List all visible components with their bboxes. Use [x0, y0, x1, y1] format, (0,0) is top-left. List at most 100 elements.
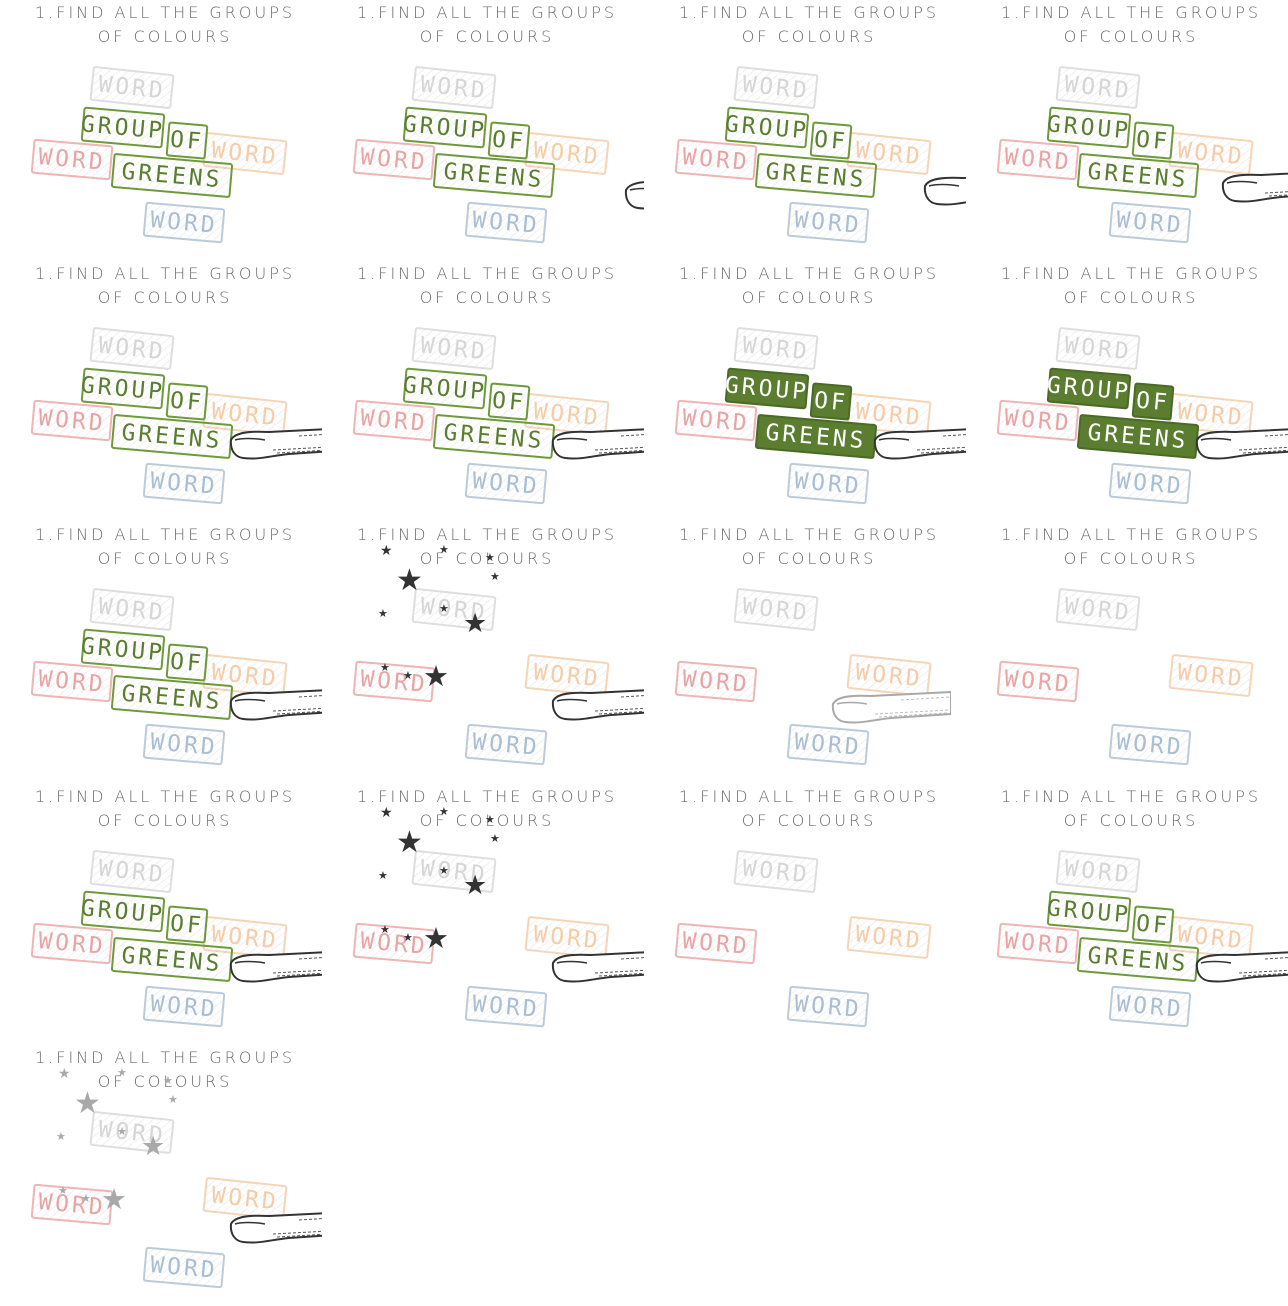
word-tile-blue[interactable]: WORD: [786, 462, 870, 505]
star-icon: ★: [490, 832, 500, 845]
word-tile-grey[interactable]: WORD: [1055, 326, 1141, 371]
star-icon: ★: [490, 570, 500, 583]
word-tile-grey[interactable]: WORD: [89, 65, 175, 110]
of-tile[interactable]: OF: [165, 905, 209, 944]
tile-stage: WORD WORD WORD WORD ★ ★ ★ ★ ★ ★ ★ ★ ★ ★ ★: [322, 784, 644, 1045]
frame-7: 1.FIND ALL THE GROUPS OF COLOURS WORD WORD…: [644, 261, 966, 522]
of-tile[interactable]: OF: [1131, 905, 1175, 944]
frame-caption: 1.FIND ALL THE GROUPS OF COLOURS: [34, 787, 296, 830]
word-tile-blue[interactable]: WORD: [1108, 723, 1192, 766]
word-tile-grey[interactable]: WORD: [733, 587, 819, 632]
star-icon: ★: [141, 1131, 166, 1162]
tile-stage: WORD WORD WORD WORD GROUP OF GREENS: [966, 261, 1288, 522]
of-tile[interactable]: OF: [165, 121, 209, 160]
star-icon: ★: [423, 921, 449, 955]
of-tile[interactable]: OF: [487, 382, 531, 421]
word-tile-red[interactable]: WORD: [996, 399, 1080, 442]
frame-9: 1.FIND ALL THE GROUPS OF COLOURS WORD WORD…: [0, 522, 322, 783]
star-icon: ★: [485, 813, 495, 826]
group-tile[interactable]: GROUP: [80, 628, 166, 671]
group-tile[interactable]: GROUP: [80, 367, 166, 410]
frame-caption: 1.FIND ALL THE GROUPS OF COLOURS: [678, 525, 940, 568]
pointing-finger-icon: [229, 426, 322, 460]
group-tile[interactable]: GROUP: [1046, 890, 1132, 933]
star-icon: ★: [403, 931, 413, 944]
group-tile[interactable]: GROUP: [724, 367, 810, 410]
star-icon: ★: [403, 669, 413, 682]
word-tile-red[interactable]: WORD: [674, 399, 758, 442]
star-icon: ★: [380, 923, 390, 936]
word-tile-blue[interactable]: WORD: [786, 723, 870, 766]
star-icon: ★: [439, 805, 449, 818]
group-tile[interactable]: GROUP: [80, 106, 166, 149]
word-tile-blue[interactable]: WORD: [142, 201, 226, 244]
group-tile[interactable]: GROUP: [80, 890, 166, 933]
word-tile-blue[interactable]: WORD: [142, 723, 226, 766]
of-tile[interactable]: OF: [809, 382, 853, 421]
sparkle-stars: ★ ★ ★ ★ ★ ★ ★ ★ ★ ★ ★: [322, 522, 644, 783]
word-tile-grey[interactable]: WORD: [733, 326, 819, 371]
word-tile-red[interactable]: WORD: [352, 138, 436, 181]
word-tile-blue[interactable]: WORD: [1108, 201, 1192, 244]
word-tile-red[interactable]: WORD: [674, 138, 758, 181]
sparkle-stars: ★ ★ ★ ★ ★ ★ ★ ★ ★ ★ ★: [322, 784, 644, 1045]
word-tile-red[interactable]: WORD: [30, 399, 114, 442]
of-tile[interactable]: OF: [165, 643, 209, 682]
star-icon: ★: [378, 869, 388, 882]
pointing-finger-icon: [551, 949, 644, 983]
word-tile-red[interactable]: WORD: [996, 922, 1080, 965]
word-tile-red[interactable]: WORD: [30, 660, 114, 703]
word-tile-blue[interactable]: WORD: [1108, 985, 1192, 1028]
star-icon: ★: [117, 1125, 127, 1138]
group-tile[interactable]: GROUP: [724, 106, 810, 149]
group-tile[interactable]: GROUP: [402, 106, 488, 149]
group-tile[interactable]: GROUP: [1046, 367, 1132, 410]
star-icon: ★: [101, 1182, 127, 1216]
word-tile-grey[interactable]: WORD: [89, 587, 175, 632]
frame-caption: 1.FIND ALL THE GROUPS OF COLOURS: [34, 1048, 296, 1091]
word-tile-red[interactable]: WORD: [30, 138, 114, 181]
tile-stage: WORD WORD WORD WORD: [644, 522, 966, 783]
word-tile-red[interactable]: WORD: [996, 138, 1080, 181]
star-icon: ★: [117, 1066, 127, 1079]
word-tile-red[interactable]: WORD: [674, 660, 758, 703]
word-tile-grey[interactable]: WORD: [1055, 65, 1141, 110]
word-tile-grey[interactable]: WORD: [1055, 587, 1141, 632]
group-tile[interactable]: GROUP: [1046, 106, 1132, 149]
frame-6: 1.FIND ALL THE GROUPS OF COLOURS WORD WORD…: [322, 261, 644, 522]
of-tile[interactable]: OF: [809, 121, 853, 160]
word-tile-blue[interactable]: WORD: [464, 462, 548, 505]
word-tile-grey[interactable]: WORD: [411, 326, 497, 371]
word-tile-blue[interactable]: WORD: [464, 201, 548, 244]
pointing-finger-icon: [229, 1210, 322, 1244]
pointing-finger-icon: [229, 949, 322, 983]
of-tile[interactable]: OF: [165, 382, 209, 421]
word-tile-red[interactable]: WORD: [30, 922, 114, 965]
word-tile-grey[interactable]: WORD: [733, 65, 819, 110]
word-tile-grey[interactable]: WORD: [411, 65, 497, 110]
word-tile-blue[interactable]: WORD: [786, 985, 870, 1028]
word-tile-red[interactable]: WORD: [352, 399, 436, 442]
word-tile-grey[interactable]: WORD: [89, 849, 175, 894]
word-tile-orange[interactable]: WORD: [846, 915, 932, 960]
frame-caption: 1.FIND ALL THE GROUPS OF COLOURS: [678, 787, 940, 830]
frame-16: 1.FIND ALL THE GROUPS OF COLOURS WORD WORD…: [966, 784, 1288, 1045]
word-tile-grey[interactable]: WORD: [1055, 849, 1141, 894]
tile-stage: WORD WORD WORD WORD GROUP OF GREENS: [0, 784, 322, 1045]
of-tile[interactable]: OF: [1131, 382, 1175, 421]
frame-11: 1.FIND ALL THE GROUPS OF COLOURS WORD WORD…: [644, 522, 966, 783]
word-tile-grey[interactable]: WORD: [733, 849, 819, 894]
word-tile-red[interactable]: WORD: [996, 660, 1080, 703]
word-tile-orange[interactable]: WORD: [1168, 653, 1254, 698]
word-tile-grey[interactable]: WORD: [89, 326, 175, 371]
word-tile-red[interactable]: WORD: [674, 922, 758, 965]
of-tile[interactable]: OF: [1131, 121, 1175, 160]
frame-13: 1.FIND ALL THE GROUPS OF COLOURS WORD WORD…: [0, 784, 322, 1045]
word-tile-blue[interactable]: WORD: [1108, 462, 1192, 505]
word-tile-blue[interactable]: WORD: [142, 985, 226, 1028]
group-tile[interactable]: GROUP: [402, 367, 488, 410]
word-tile-blue[interactable]: WORD: [786, 201, 870, 244]
frame-caption: 1.FIND ALL THE GROUPS OF COLOURS: [1000, 3, 1262, 46]
word-tile-blue[interactable]: WORD: [142, 462, 226, 505]
of-tile[interactable]: OF: [487, 121, 531, 160]
